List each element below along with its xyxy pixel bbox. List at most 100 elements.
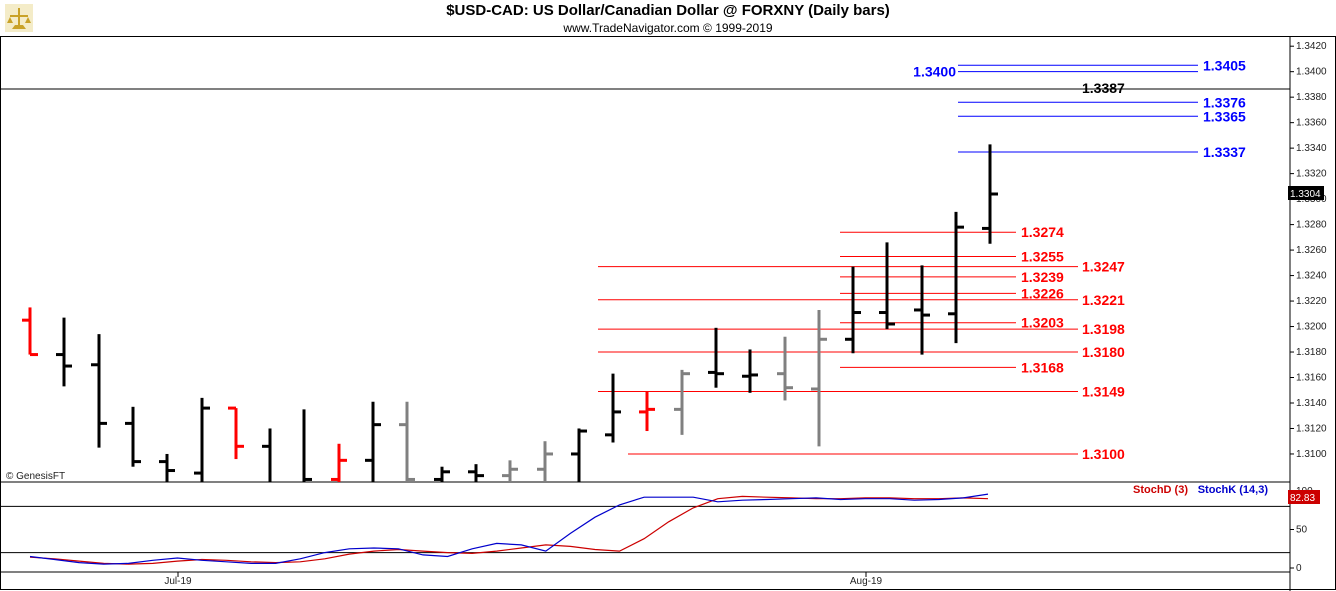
y-tick-label: 1.3380 bbox=[1296, 92, 1327, 103]
level-label: 1.3255 bbox=[1021, 248, 1064, 264]
ohlc-bar bbox=[811, 309, 827, 447]
y-tick-label: 1.3260 bbox=[1296, 245, 1327, 256]
price-level-resistance: 1.3337 bbox=[958, 144, 1246, 160]
ohlc-bar bbox=[982, 144, 998, 244]
ohlc-bar bbox=[91, 334, 107, 448]
ohlc-bar bbox=[742, 349, 758, 393]
y-tick-label: 1.3340 bbox=[1296, 143, 1327, 154]
stochastic-panel: 050100StochD (3)StochK (14,3) bbox=[0, 484, 1313, 574]
level-label: 1.3100 bbox=[1082, 446, 1125, 462]
level-label: 1.3221 bbox=[1082, 292, 1125, 308]
y-tick-label: 1.3420 bbox=[1296, 41, 1327, 52]
chart-subtitle: www.TradeNavigator.com © 1999-2019 bbox=[563, 21, 773, 35]
ohlc-bar bbox=[502, 460, 518, 482]
ohlc-bar bbox=[194, 397, 210, 482]
stoch-value-label: 82.83 bbox=[1290, 493, 1315, 504]
price-level-support: 1.3221 bbox=[598, 292, 1125, 308]
price-axis: 1.3100 1.3120 1.3140 1.3160 1.3180 1.3200 1.32… bbox=[164, 41, 1327, 587]
y-tick-label: 1.3400 bbox=[1296, 67, 1327, 78]
price-level-support: 1.3149 bbox=[598, 384, 1125, 400]
y-tick-label: 1.3280 bbox=[1296, 220, 1327, 231]
ohlc-bar bbox=[571, 428, 587, 482]
chart-header: $USD-CAD: US Dollar/Canadian Dollar @ FO… bbox=[0, 0, 1336, 36]
price-level-support: 1.3239 bbox=[840, 269, 1064, 285]
stoch-tick-label: 50 bbox=[1296, 525, 1308, 536]
level-label: 1.3376 bbox=[1203, 94, 1246, 110]
ohlc-bar bbox=[948, 211, 964, 344]
chart-frame bbox=[0, 36, 1336, 591]
level-label: 1.3168 bbox=[1021, 359, 1064, 375]
ohlc-bar bbox=[262, 428, 272, 482]
level-label: 1.3149 bbox=[1082, 384, 1125, 400]
ohlc-bar bbox=[125, 406, 141, 467]
ohlc-bar bbox=[639, 391, 655, 432]
y-tick-label: 1.3120 bbox=[1296, 423, 1327, 434]
level-label: 1.3400 bbox=[913, 64, 956, 80]
price-level-resistance: 1.3365 bbox=[958, 108, 1246, 124]
last-price-tag: 1.3304 bbox=[1288, 186, 1324, 200]
price-level-support: 1.3180 bbox=[598, 344, 1125, 360]
stoch-line-k bbox=[29, 493, 989, 565]
ohlc-bar bbox=[365, 401, 381, 482]
level-label: 1.3274 bbox=[1021, 224, 1064, 240]
ohlc-bar bbox=[159, 453, 175, 482]
price-level-support: 1.3203 bbox=[840, 315, 1064, 331]
y-tick-label: 1.3180 bbox=[1296, 347, 1327, 358]
ohlc-bar bbox=[674, 369, 690, 435]
level-label: 1.3365 bbox=[1203, 108, 1246, 124]
level-label: 1.3180 bbox=[1082, 344, 1125, 360]
y-tick-label: 1.3100 bbox=[1296, 449, 1327, 460]
y-tick-label: 1.3200 bbox=[1296, 322, 1327, 333]
ohlc-bar bbox=[56, 317, 72, 387]
level-label: 1.3203 bbox=[1021, 315, 1064, 331]
ohlc-bar bbox=[302, 409, 312, 482]
ohlc-bar bbox=[399, 401, 415, 482]
stoch-tick-label: 0 bbox=[1296, 563, 1302, 574]
last-price-label: 1.3304 bbox=[1290, 189, 1321, 200]
chart-title: $USD-CAD: US Dollar/Canadian Dollar @ FO… bbox=[446, 2, 890, 19]
level-label: 1.3405 bbox=[1203, 57, 1246, 73]
watermark: © GenesisFT bbox=[6, 471, 65, 482]
price-level-support: 1.3274 bbox=[840, 224, 1064, 240]
ohlc-bar bbox=[228, 406, 244, 460]
price-level-support: 1.3247 bbox=[598, 259, 1125, 275]
price-bars bbox=[22, 144, 998, 482]
price-level-resistance: 1.3400 bbox=[913, 64, 1198, 80]
stoch-value-tag: 82.83 bbox=[1288, 490, 1320, 504]
trade-navigator-logo-icon bbox=[5, 4, 33, 32]
stoch-legend-k: StochK (14,3) bbox=[1198, 484, 1269, 496]
ohlc-bar bbox=[22, 307, 38, 357]
ohlc-bar bbox=[468, 464, 484, 482]
price-level-support: 1.3226 bbox=[840, 285, 1064, 301]
level-label: 1.3387 bbox=[1082, 80, 1125, 96]
stoch-legend-d: StochD (3) bbox=[1133, 484, 1188, 496]
price-level-support: 1.3198 bbox=[598, 321, 1125, 337]
level-label: 1.3226 bbox=[1021, 285, 1064, 301]
level-label: 1.3337 bbox=[1203, 144, 1246, 160]
x-tick-label: Aug-19 bbox=[850, 576, 883, 587]
x-tick-label: Jul-19 bbox=[164, 576, 192, 587]
y-tick-label: 1.3320 bbox=[1296, 169, 1327, 180]
ohlc-bar bbox=[434, 466, 450, 482]
level-label: 1.3247 bbox=[1082, 259, 1125, 275]
ohlc-bar bbox=[777, 336, 793, 401]
ohlc-bar bbox=[879, 242, 895, 330]
level-label: 1.3239 bbox=[1021, 269, 1064, 285]
price-level-support: 1.3100 bbox=[628, 446, 1125, 462]
price-level-resistance: 1.3376 bbox=[958, 94, 1246, 110]
price-level-resistance: 1.3405 bbox=[958, 57, 1246, 73]
ohlc-bar bbox=[331, 443, 347, 482]
price-level-support: 1.3255 bbox=[840, 248, 1064, 264]
ohlc-bar bbox=[537, 441, 553, 482]
ohlc-bar bbox=[708, 327, 724, 388]
ohlc-bar bbox=[845, 266, 861, 354]
y-tick-label: 1.3140 bbox=[1296, 398, 1327, 409]
y-tick-label: 1.3220 bbox=[1296, 296, 1327, 307]
ohlc-bar bbox=[605, 373, 621, 443]
y-tick-label: 1.3240 bbox=[1296, 271, 1327, 282]
level-label: 1.3198 bbox=[1082, 321, 1125, 337]
price-level-pivot: 1.3387 bbox=[1082, 80, 1125, 96]
ohlc-bar bbox=[914, 265, 930, 355]
